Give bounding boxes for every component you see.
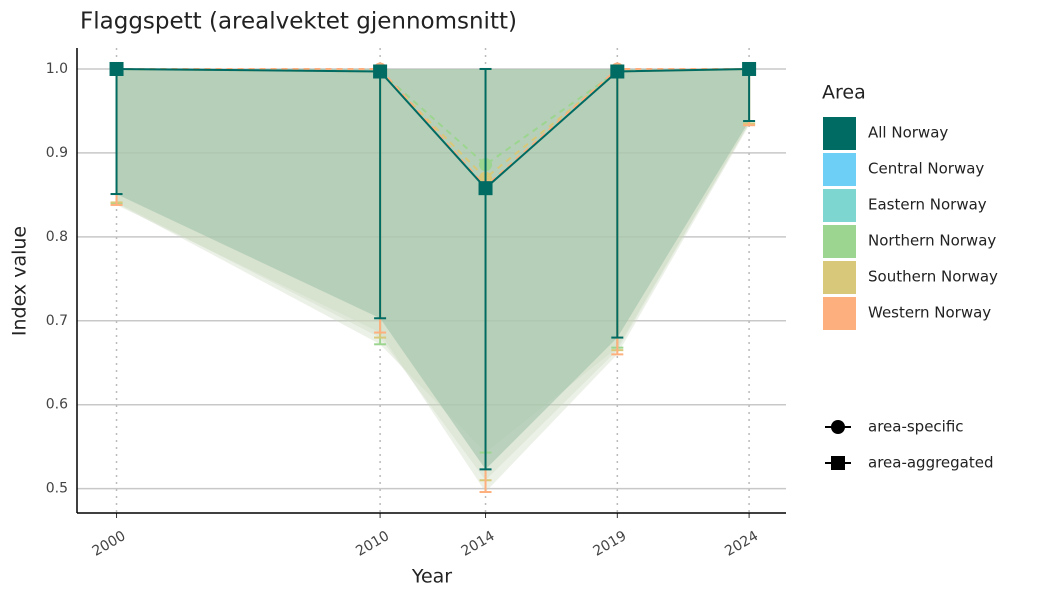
point [742, 61, 757, 76]
y-tick-label: 0.7 [46, 313, 68, 329]
legend-label: area-aggregated [868, 454, 994, 472]
legend-title: Area [822, 82, 866, 104]
point [478, 181, 493, 196]
x-tick-label: 2000 [90, 528, 129, 560]
legend-key-shape [831, 456, 845, 470]
point [610, 64, 625, 79]
y-tick-label: 0.9 [46, 145, 68, 161]
legend-swatch [823, 189, 856, 222]
legend-label: Western Norway [868, 304, 991, 322]
y-tick-label: 0.6 [46, 397, 68, 413]
x-axis-label: Year [411, 566, 452, 588]
x-tick-label: 2024 [722, 528, 761, 560]
x-tick-label: 2010 [353, 528, 392, 560]
x-tick-label: 2019 [590, 528, 629, 560]
y-tick-label: 1.0 [46, 61, 68, 77]
y-axis-label: Index value [9, 226, 31, 336]
legend-swatch [823, 261, 856, 294]
y-tick-label: 0.5 [46, 481, 68, 497]
legend-key-shape [831, 420, 845, 434]
legend-label: Eastern Norway [868, 196, 987, 214]
legend-label: area-specific [868, 418, 964, 436]
point [373, 64, 388, 79]
legend-label: Northern Norway [868, 232, 996, 250]
legend-swatch [823, 225, 856, 258]
ci-ribbon [116, 68, 750, 470]
x-tick-label: 2014 [459, 528, 498, 560]
legend-label: All Norway [868, 124, 948, 142]
y-tick-label: 0.8 [46, 229, 68, 245]
legend-label: Southern Norway [868, 268, 998, 286]
legend-swatch [823, 117, 856, 150]
legend-label: Central Norway [868, 160, 984, 178]
chart-title: Flaggspett (arealvektet gjennomsnitt) [80, 9, 517, 35]
legend-swatch [823, 297, 856, 330]
legend-swatch [823, 153, 856, 186]
point [109, 61, 124, 76]
